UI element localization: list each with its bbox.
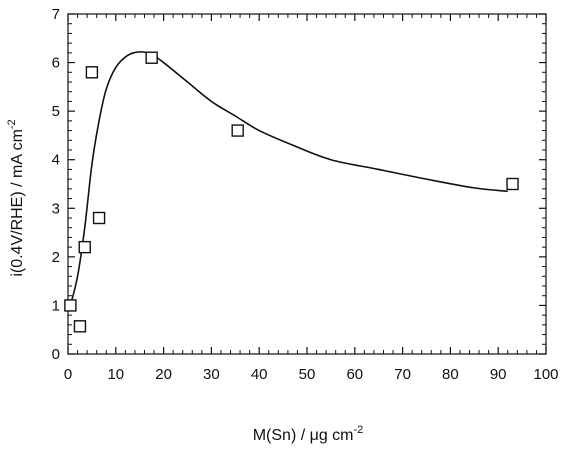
x-tick-label-30: 30: [203, 366, 220, 383]
data-point-1: [73, 320, 87, 333]
y-axis-ticks: [68, 13, 546, 355]
fit-curve: [69, 51, 508, 306]
x-tick-label-80: 80: [442, 366, 459, 383]
x-axis-ticks: [67, 14, 547, 354]
data-points-group: [64, 51, 519, 333]
data-point-6: [231, 124, 244, 137]
y-tick-label-6: 6: [52, 55, 60, 72]
x-tick-label-50: 50: [299, 366, 316, 383]
fit-curve-group: [69, 51, 508, 306]
data-point-2: [78, 240, 91, 254]
data-point-3: [85, 66, 99, 79]
x-tick-label-90: 90: [490, 366, 507, 383]
x-tick-label-60: 60: [346, 366, 363, 383]
y-axis-tick-labels: 0 1 2 3 4 5 6 7: [52, 6, 60, 363]
y-axis-label-superscript: -2: [6, 119, 18, 129]
y-tick-label-7: 7: [52, 6, 60, 23]
y-tick-label-1: 1: [52, 297, 60, 314]
x-tick-label-20: 20: [155, 366, 172, 383]
x-tick-label-10: 10: [107, 366, 124, 383]
data-point-5: [145, 51, 158, 64]
y-tick-label-2: 2: [52, 249, 60, 266]
data-point-4: [92, 211, 106, 225]
x-tick-label-0: 0: [64, 366, 72, 383]
x-axis-label-superscript: -2: [354, 424, 364, 436]
data-point-0: [64, 299, 77, 312]
y-tick-label-5: 5: [52, 103, 60, 120]
y-axis-label: i(0.4V/RHE) / mA cm-2: [6, 119, 26, 276]
data-point-7: [506, 177, 519, 191]
y-tick-label-4: 4: [52, 152, 60, 169]
x-tick-label-70: 70: [394, 366, 411, 383]
y-tick-label-3: 3: [52, 200, 60, 217]
plot-frame: [67, 13, 547, 355]
x-tick-label-100: 100: [533, 366, 558, 383]
x-axis-label: M(Sn) / μg cm-2: [253, 424, 364, 444]
plot-border: [67, 13, 547, 355]
x-tick-label-40: 40: [251, 366, 268, 383]
x-axis-tick-labels: 0 10 20 30 40 50 60 70 80 90 100: [64, 366, 559, 383]
y-tick-label-0: 0: [52, 346, 60, 363]
